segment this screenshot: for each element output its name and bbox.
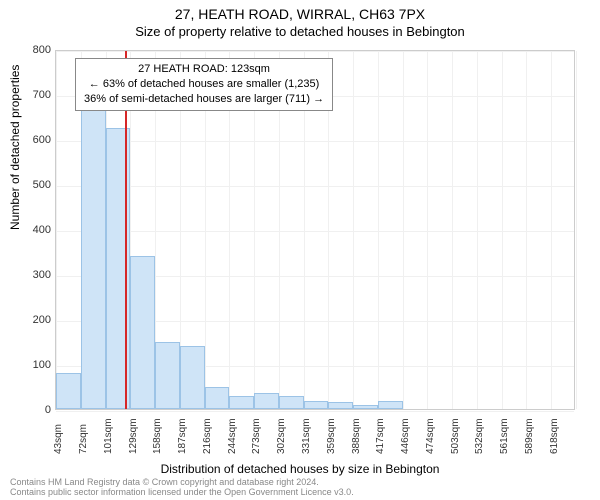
x-axis-labels: 43sqm 72sqm 101sqm 129sqm 158sqm 187sqm 216sqm… (55, 410, 575, 460)
x-tick-label: 503sqm (450, 418, 461, 454)
x-tick-label: 532sqm (474, 418, 485, 454)
page-title: 27, HEATH ROAD, WIRRAL, CH63 7PX (0, 0, 600, 22)
gridline (403, 51, 404, 409)
x-tick-label: 446sqm (400, 418, 411, 454)
x-tick-label: 618sqm (549, 418, 560, 454)
annotation-line: ← 63% of detached houses are smaller (1,… (84, 77, 324, 92)
y-tick-label: 0 (45, 404, 51, 416)
x-tick-label: 216sqm (202, 418, 213, 454)
x-tick-label: 273sqm (251, 418, 262, 454)
x-axis-title: Distribution of detached houses by size … (0, 462, 600, 476)
histogram-bar (378, 401, 403, 409)
x-tick-label: 474sqm (425, 418, 436, 454)
footer-line: Contains public sector information licen… (10, 487, 354, 497)
histogram-bar (56, 373, 81, 409)
gridline (56, 141, 574, 142)
histogram-bar (81, 103, 106, 409)
histogram-bar (254, 393, 279, 409)
gridline (452, 51, 453, 409)
histogram-bar (229, 396, 254, 410)
x-tick-label: 359sqm (326, 418, 337, 454)
x-tick-label: 331sqm (301, 418, 312, 454)
x-tick-label: 302sqm (276, 418, 287, 454)
gridline (526, 51, 527, 409)
histogram-bar (205, 387, 230, 410)
y-tick-label: 800 (33, 44, 51, 56)
gridline (477, 51, 478, 409)
y-tick-label: 700 (33, 89, 51, 101)
x-tick-label: 101sqm (103, 418, 114, 454)
gridline (378, 51, 379, 409)
gridline (427, 51, 428, 409)
gridline (56, 51, 574, 52)
histogram-bar (353, 405, 378, 410)
x-tick-label: 129sqm (128, 418, 139, 454)
annotation-box: 27 HEATH ROAD: 123sqm← 63% of detached h… (75, 58, 333, 111)
y-tick-label: 200 (33, 314, 51, 326)
x-tick-label: 417sqm (375, 418, 386, 454)
y-tick-label: 300 (33, 269, 51, 281)
gridline (551, 51, 552, 409)
histogram-bar (180, 346, 205, 409)
gridline (56, 51, 57, 409)
chart-area: 27 HEATH ROAD: 123sqm← 63% of detached h… (55, 50, 575, 410)
y-axis-labels: 0100200300400500600700800 (0, 50, 55, 410)
y-tick-label: 400 (33, 224, 51, 236)
annotation-title: 27 HEATH ROAD: 123sqm (84, 62, 324, 77)
y-tick-label: 100 (33, 359, 51, 371)
x-tick-label: 244sqm (227, 418, 238, 454)
histogram-bar (328, 402, 353, 409)
gridline (576, 51, 577, 409)
x-tick-label: 158sqm (152, 418, 163, 454)
x-tick-label: 72sqm (78, 424, 89, 454)
footer-line: Contains HM Land Registry data © Crown c… (10, 477, 354, 487)
annotation-line: 36% of semi-detached houses are larger (… (84, 92, 324, 107)
page-subtitle: Size of property relative to detached ho… (0, 22, 600, 39)
x-tick-label: 388sqm (351, 418, 362, 454)
gridline (502, 51, 503, 409)
gridline (353, 51, 354, 409)
gridline (56, 231, 574, 232)
histogram-bar (155, 342, 180, 410)
histogram-bar (304, 401, 329, 409)
y-tick-label: 500 (33, 179, 51, 191)
x-tick-label: 561sqm (499, 418, 510, 454)
x-tick-label: 187sqm (177, 418, 188, 454)
gridline (56, 186, 574, 187)
histogram-bar (130, 256, 155, 409)
footer-credits: Contains HM Land Registry data © Crown c… (10, 477, 354, 497)
y-tick-label: 600 (33, 134, 51, 146)
histogram-bar (279, 396, 304, 410)
x-tick-label: 43sqm (53, 424, 64, 454)
x-tick-label: 589sqm (524, 418, 535, 454)
